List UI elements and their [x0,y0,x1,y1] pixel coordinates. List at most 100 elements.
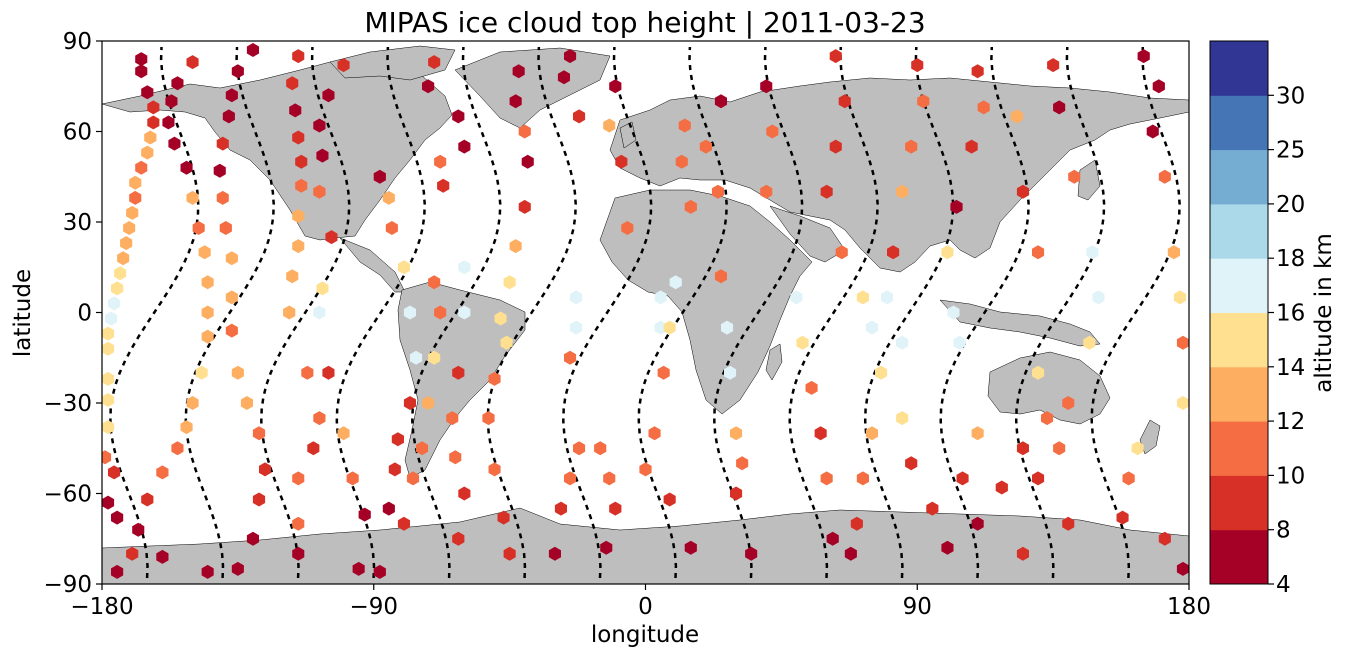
cloud-top-point [117,251,130,266]
cloud-top-point [108,296,121,311]
cloud-top-point [346,471,359,486]
cloud-top-point [654,290,667,305]
cloud-top-point [1032,245,1045,260]
cloud-top-point [896,335,909,350]
cloud-top-point [675,154,688,169]
cloud-top-point [947,305,960,320]
cloud-top-point [135,64,148,79]
cloud-top-point [760,79,773,94]
cloud-top-point [313,305,326,320]
cloud-top-point [292,471,305,486]
x-tick-label: 180 [1167,594,1211,620]
cloud-top-point [790,290,803,305]
cloud-top-point [198,245,211,260]
cloud-top-point [385,221,398,235]
colorbar-segment [1210,149,1268,205]
cloud-top-point [1152,79,1165,94]
cloud-top-point [600,540,613,555]
cloud-top-point [144,130,157,145]
cloud-top-point [292,49,305,64]
cloud-top-point [201,275,214,290]
colorbar-segment [1210,421,1268,476]
cloud-top-point [156,465,169,480]
cloud-top-point [663,492,676,507]
cloud-top-point [313,411,326,426]
cloud-top-point [410,350,423,365]
cloud-top-point [714,94,727,109]
cloud-top-point [518,199,531,214]
cloud-top-point [521,154,534,169]
cloud-top-point [406,471,420,486]
cloud-top-point [252,492,266,507]
cloud-top-point [896,184,909,199]
cloud-top-point [1016,546,1029,561]
cloud-top-point [965,139,978,154]
cloud-top-point [730,426,743,441]
cloud-top-point [573,441,586,456]
cloud-top-point [147,115,160,130]
cloud-top-point [102,495,115,510]
orbit-track [109,46,200,579]
cloud-top-point [856,471,869,486]
cloud-top-point [1173,290,1186,305]
cloud-top-point [216,190,229,205]
cloud-top-point [403,396,416,410]
cloud-top-point [1176,561,1189,576]
cloud-top-point [1053,100,1066,115]
cloud-top-point [231,64,244,79]
cloud-top-point [1083,335,1096,350]
cloud-top-point [416,441,429,456]
colorbar-segment [1210,203,1268,259]
cloud-top-point [102,420,115,435]
colorbar-tick-label: 10 [1276,463,1305,489]
colorbar-tick-label: 20 [1276,192,1305,218]
cloud-top-point [126,546,139,561]
cloud-top-point [1068,169,1081,184]
cloud-top-point [564,350,577,365]
cloud-top-point [488,371,501,386]
cloud-top-point [564,49,577,64]
cloud-top-point [865,320,878,335]
europe-asia-landmass [609,77,1189,273]
cloud-top-point [953,335,966,350]
colorbar-tick-label: 12 [1276,409,1305,435]
cloud-top-point [292,546,305,561]
cloud-top-point [313,118,326,133]
cloud-top-point [603,118,616,133]
chart-title: MIPAS ice cloud top height | 2011-03-23 [364,6,925,39]
y-axis-label: latitude [10,269,36,357]
cloud-top-point [829,49,842,64]
cloud-top-point [102,341,115,356]
cloud-top-point [1010,109,1023,124]
cloud-top-point [1158,531,1171,546]
cloud-top-point [711,184,724,199]
cloud-top-point [844,546,857,561]
cloud-top-point [422,79,435,94]
orbit-track [411,46,502,579]
cloud-top-point [503,546,516,561]
cloud-top-point [684,199,697,214]
cloud-top-point [663,320,676,335]
cloud-top-point [603,471,616,486]
cloud-top-point [316,148,329,163]
cloud-top-point [497,510,510,525]
cloud-top-point [135,52,148,67]
cloud-top-point [657,365,670,380]
australia-landmass [987,351,1111,425]
x-tick-label: −90 [349,594,398,620]
cloud-top-point [458,486,471,501]
x-tick-label: −180 [70,594,133,620]
cloud-top-point [171,441,184,456]
x-tick-label: 0 [638,594,653,620]
cloud-top-point [286,76,299,91]
cloud-top-point [684,540,697,555]
cloud-top-point [286,269,299,284]
cloud-top-point [201,329,214,344]
orbit-track [184,46,275,579]
cloud-top-point [570,290,583,305]
cloud-top-point [446,411,459,426]
cloud-top-point [648,426,661,441]
cloud-top-point [570,320,583,335]
cloud-top-point [905,456,918,471]
cloud-top-point [422,396,435,410]
